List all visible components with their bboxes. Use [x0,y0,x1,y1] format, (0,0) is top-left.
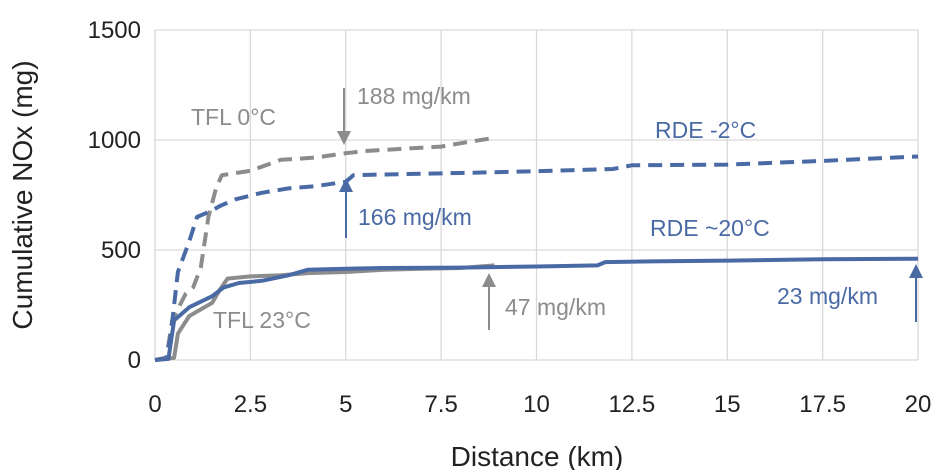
series-line-tfl-0-c [154,135,495,362]
x-tick-label: 20 [905,391,932,418]
label-rde-minus2c: RDE -2°C [655,117,756,143]
series-line-rde-2-c [154,154,919,362]
x-tick-label: 10 [523,391,550,418]
y-tick-label: 1000 [88,127,141,154]
x-tick-label: 15 [714,391,741,418]
tick-labels: 0 2.5 5 7.5 10 12.5 15 17.5 20 0 500 1000 1500 [88,17,932,418]
grid-lines [154,29,919,361]
series-layer [154,135,919,362]
x-tick-label: 0 [148,391,161,418]
y-tick-label: 500 [101,237,141,264]
x-tick-label: 7.5 [424,391,457,418]
label-tfl-0c: TFL 0°C [191,104,276,130]
annotation-arrows [337,88,923,330]
arrow-188-head [337,131,351,145]
y-axis-title: Cumulative NOx (mg) [7,60,38,329]
y-tick-label: 0 [128,347,141,374]
x-axis-title: Distance (km) [451,441,624,470]
annotation-47: 47 mg/km [505,294,606,320]
label-tfl-23c: TFL 23°C [213,307,311,333]
series-line-rde-20-c [154,256,919,362]
x-tick-label: 17.5 [799,391,846,418]
arrow-166-head [339,178,353,192]
annotation-166: 166 mg/km [358,204,472,230]
annotation-188: 188 mg/km [357,83,471,109]
x-tick-label: 2.5 [234,391,267,418]
x-tick-label: 5 [339,391,352,418]
x-tick-label: 12.5 [609,391,656,418]
arrow-47-head [482,273,496,287]
arrow-23-head [909,264,923,278]
annotation-23: 23 mg/km [777,283,878,309]
series-line-tfl-23-c [154,263,495,362]
label-rde-20c: RDE ~20°C [650,215,770,241]
y-tick-label: 1500 [88,17,141,44]
